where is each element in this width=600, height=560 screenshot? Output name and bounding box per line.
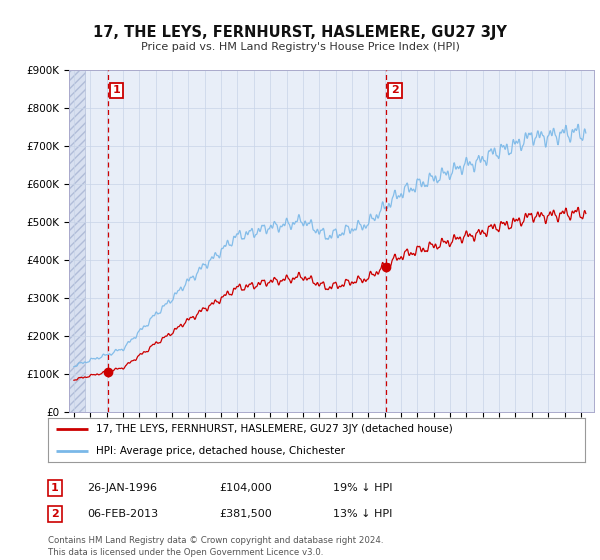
- Text: Contains HM Land Registry data © Crown copyright and database right 2024.
This d: Contains HM Land Registry data © Crown c…: [48, 536, 383, 557]
- Text: Price paid vs. HM Land Registry's House Price Index (HPI): Price paid vs. HM Land Registry's House …: [140, 42, 460, 52]
- Bar: [69, 70, 85, 412]
- Text: 26-JAN-1996: 26-JAN-1996: [87, 483, 157, 493]
- Text: £381,500: £381,500: [219, 509, 272, 519]
- Text: £104,000: £104,000: [219, 483, 272, 493]
- Text: 19% ↓ HPI: 19% ↓ HPI: [333, 483, 392, 493]
- Text: 06-FEB-2013: 06-FEB-2013: [87, 509, 158, 519]
- Text: 13% ↓ HPI: 13% ↓ HPI: [333, 509, 392, 519]
- Text: HPI: Average price, detached house, Chichester: HPI: Average price, detached house, Chic…: [97, 446, 346, 456]
- Text: 2: 2: [51, 509, 59, 519]
- Text: 1: 1: [113, 85, 121, 95]
- Text: 17, THE LEYS, FERNHURST, HASLEMERE, GU27 3JY: 17, THE LEYS, FERNHURST, HASLEMERE, GU27…: [93, 25, 507, 40]
- Text: 1: 1: [51, 483, 59, 493]
- Text: 17, THE LEYS, FERNHURST, HASLEMERE, GU27 3JY (detached house): 17, THE LEYS, FERNHURST, HASLEMERE, GU27…: [97, 424, 453, 434]
- Text: 2: 2: [391, 85, 399, 95]
- Bar: [69, 70, 85, 412]
